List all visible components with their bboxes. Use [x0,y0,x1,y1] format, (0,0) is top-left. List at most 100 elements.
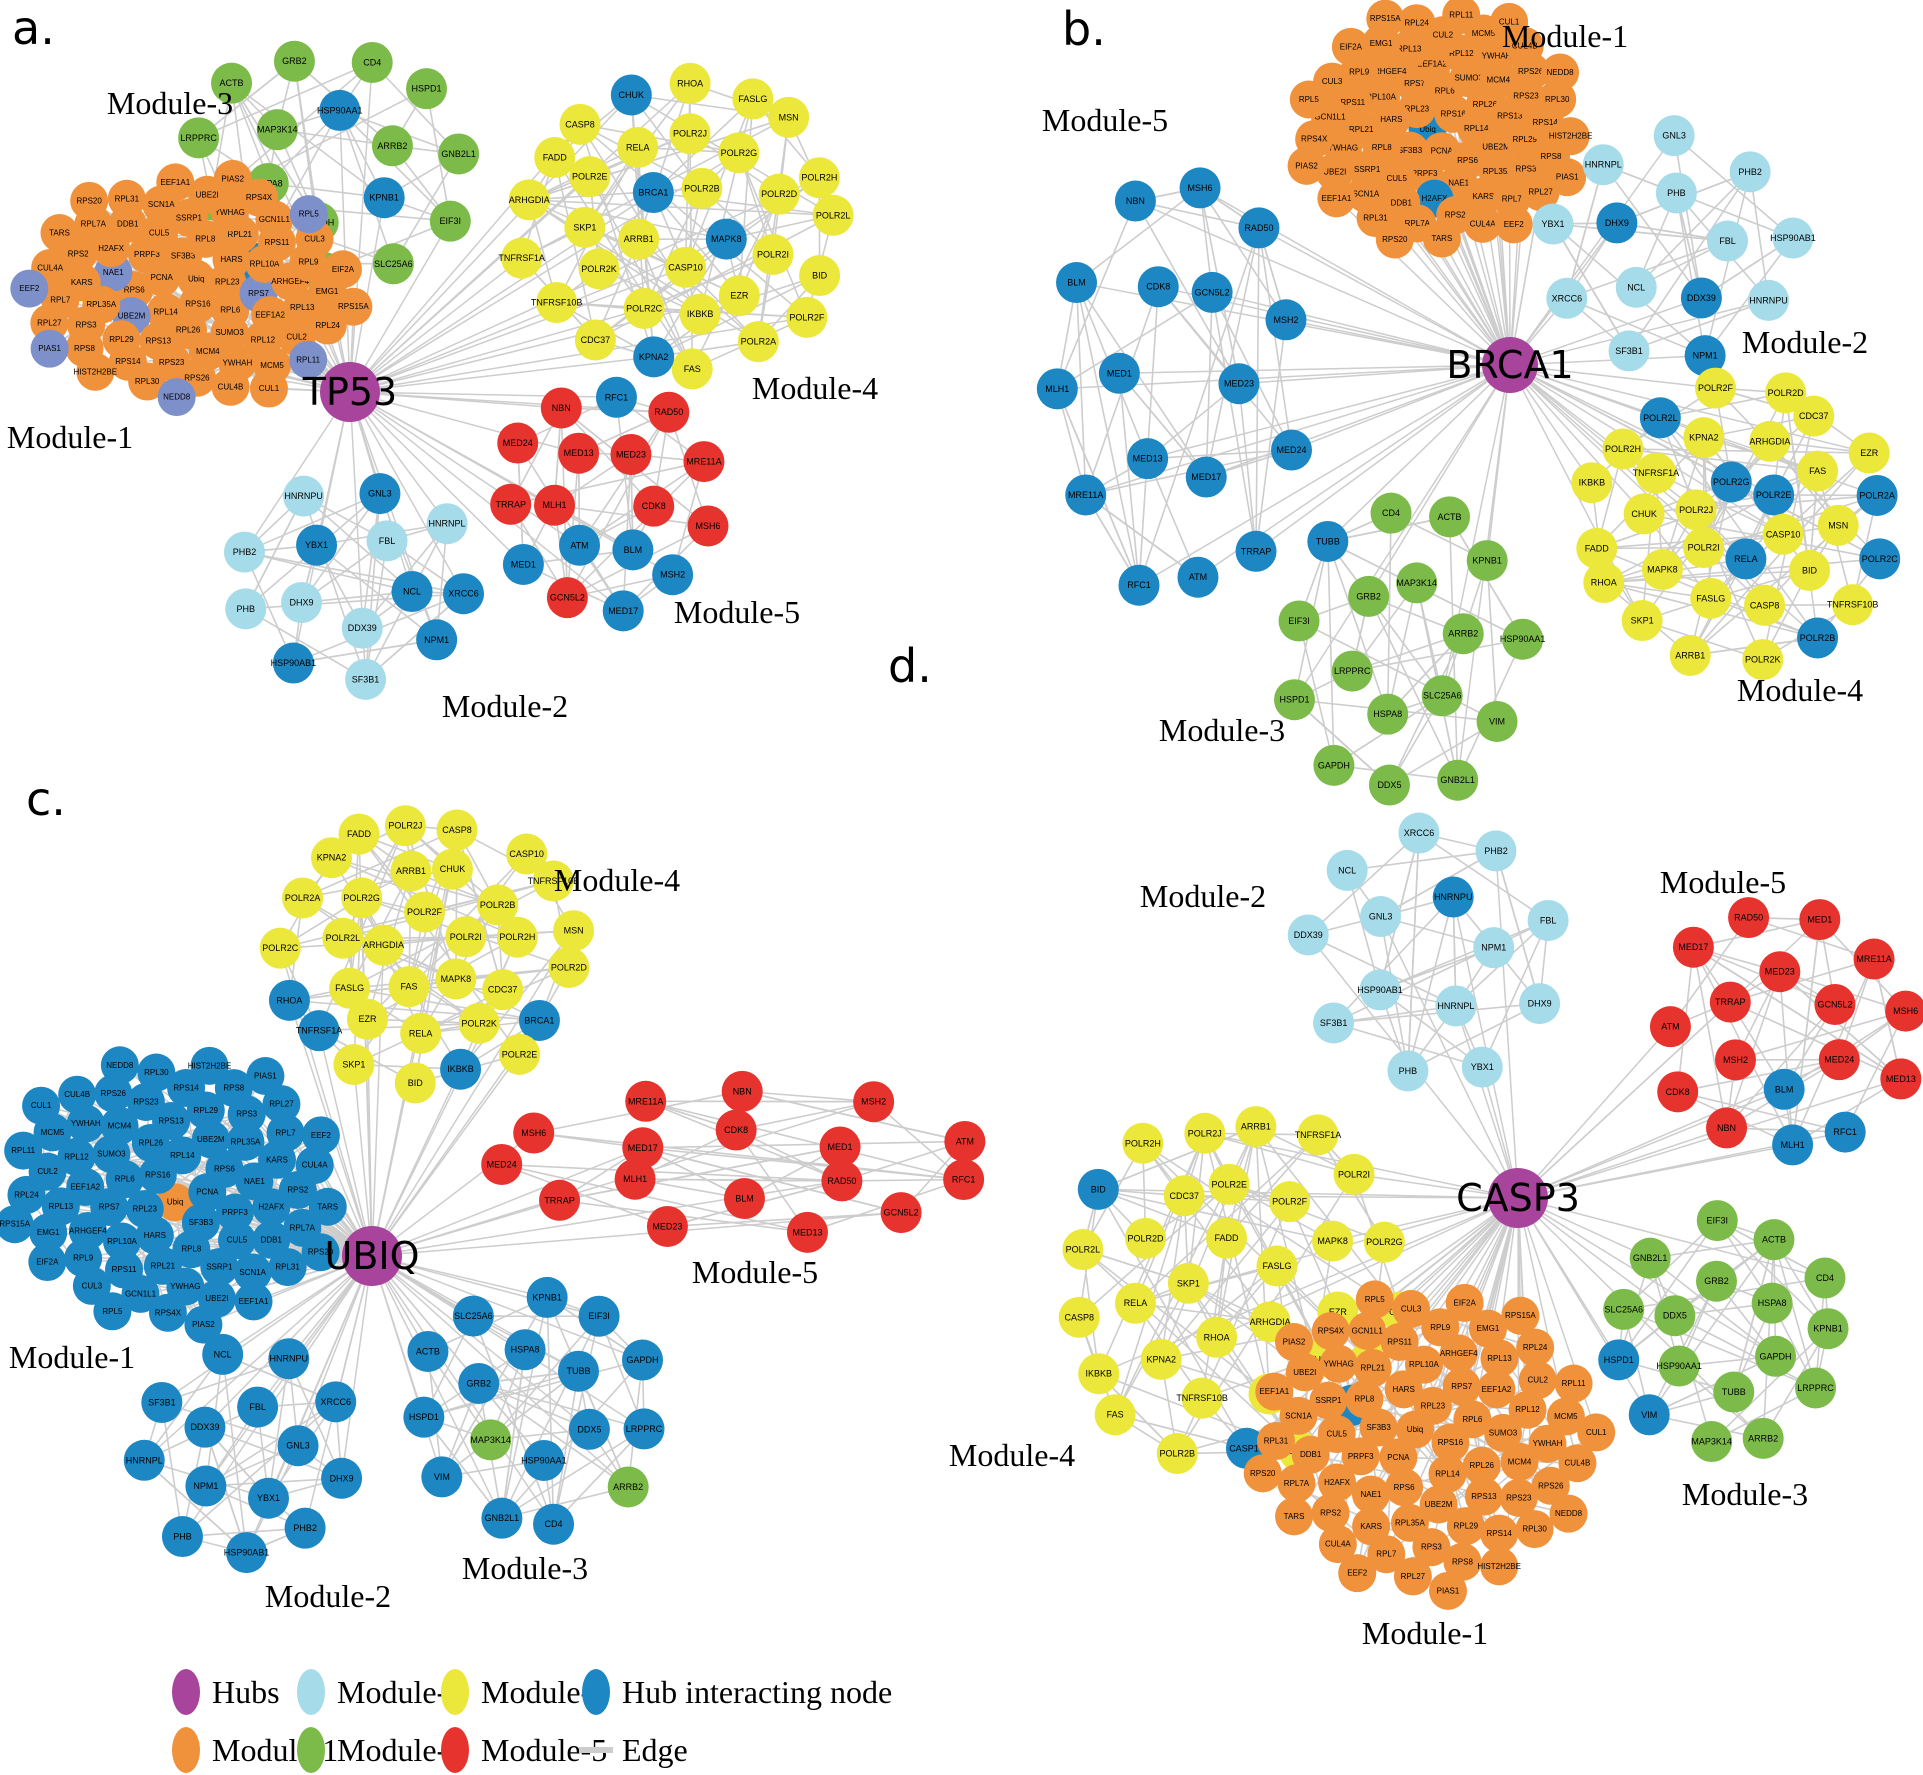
node-MED23[interactable] [1218,363,1260,405]
node-HNRNPL[interactable] [1582,144,1624,186]
node-KPNA2[interactable] [1140,1338,1182,1380]
node-CUL3[interactable] [1392,1289,1431,1328]
node-MED13[interactable] [786,1211,828,1253]
node-RELA[interactable] [400,1012,442,1054]
node-LRPPRC[interactable] [178,117,220,159]
node-DDX39[interactable] [1680,277,1722,319]
node-YBX1[interactable] [247,1477,289,1519]
node-POLR2D[interactable] [1125,1217,1167,1259]
node-FBL[interactable] [366,520,408,562]
node-POLR2E[interactable] [1753,474,1795,516]
node-NBN[interactable] [1706,1107,1748,1149]
node-EEF1A1[interactable] [156,163,195,202]
node-CUL4A[interactable] [295,1146,334,1185]
node-MLH1[interactable] [1036,368,1078,410]
node-EZR[interactable] [718,275,760,317]
node-BID[interactable] [1077,1168,1119,1210]
node-BLM[interactable] [612,529,654,571]
node-RPS4X[interactable] [148,1293,187,1332]
node-Ubiq[interactable] [156,1183,195,1222]
node-NEDD8[interactable] [1549,1494,1588,1533]
node-HSP90AB1[interactable] [225,1532,267,1574]
node-HNRNPU[interactable] [268,1338,310,1380]
node-CDK8[interactable] [1137,266,1179,308]
node-RPS6[interactable] [1385,1468,1424,1507]
node-GCN1L1[interactable] [1348,1311,1387,1350]
node-RPL14[interactable] [163,1136,202,1175]
node-FASLG[interactable] [1690,577,1732,619]
node-FASLG[interactable] [1256,1245,1298,1287]
node-MSN[interactable] [553,910,595,952]
node-TNFRSF1A[interactable] [1635,452,1677,494]
node-SCN1A[interactable] [233,1253,272,1292]
node-FBL[interactable] [237,1386,279,1428]
node-RPL5[interactable] [93,1292,132,1331]
node-EIF3I[interactable] [1696,1200,1738,1242]
node-RPL31[interactable] [268,1248,307,1287]
node-SLC25A6[interactable] [372,243,414,285]
node-YBX1[interactable] [1461,1046,1503,1088]
node-RPL5[interactable] [1289,80,1328,119]
node-HNRNPL[interactable] [123,1439,165,1481]
node-RPL27[interactable] [262,1085,301,1124]
node-PHB2[interactable] [1475,830,1517,872]
node-MAPK8[interactable] [435,958,477,1000]
node-RPL35A[interactable] [1390,1503,1429,1542]
node-MED24[interactable] [497,422,539,464]
node-HIST2H2BE[interactable] [1551,117,1590,156]
node-ACTB[interactable] [407,1330,449,1372]
node-UBE2M[interactable] [1419,1485,1458,1524]
node-POLR2C[interactable] [259,927,301,969]
node-SF3B1[interactable] [1313,1002,1355,1044]
node-RPS6[interactable] [205,1149,244,1188]
node-POLR2F[interactable] [1269,1181,1311,1223]
node-VIM[interactable] [1476,700,1518,742]
node-POLR2L[interactable] [812,194,854,236]
node-GCN5L2[interactable] [880,1192,922,1234]
node-NPM1[interactable] [1473,927,1515,969]
node-RELA[interactable] [1725,538,1767,580]
node-RPL10A[interactable] [1404,1345,1443,1384]
node-GCN5L2[interactable] [1191,271,1233,313]
node-SLC25A6[interactable] [452,1295,494,1337]
node-YWHAG[interactable] [1319,1344,1358,1383]
node-IKBKB[interactable] [679,293,721,335]
node-NPM1[interactable] [185,1465,227,1507]
node-SUMO3[interactable] [1484,1413,1523,1452]
node-MCM4[interactable] [100,1106,139,1145]
node-POLR2B[interactable] [1156,1433,1198,1475]
node-MED24[interactable] [481,1143,523,1185]
node-MED13[interactable] [1127,438,1169,480]
hub-BRCA1[interactable] [1482,337,1538,393]
node-BRCA1[interactable] [518,999,560,1041]
node-CASP8[interactable] [1744,584,1786,626]
node-FASLG[interactable] [329,967,371,1009]
node-MLH1[interactable] [534,484,576,526]
node-MSN[interactable] [768,96,810,138]
node-HSPA8[interactable] [1751,1282,1793,1324]
node-GNB2L1[interactable] [481,1497,523,1539]
node-TARS[interactable] [40,214,79,253]
node-RPL30[interactable] [1515,1510,1554,1549]
node-RPL31[interactable] [1256,1422,1295,1461]
node-FAS[interactable] [1094,1394,1136,1436]
node-ARRB1[interactable] [1235,1106,1277,1148]
node-TARS[interactable] [1422,219,1461,258]
node-HIST2H2BE[interactable] [76,352,115,391]
node-RPL5[interactable] [1355,1280,1394,1319]
node-MED17[interactable] [1185,456,1227,498]
node-MAPK8[interactable] [1641,548,1683,590]
node-HSPD1[interactable] [406,68,448,110]
hub-CASP3[interactable] [1488,1168,1548,1228]
node-CDC37[interactable] [482,969,524,1011]
node-CASP8[interactable] [436,809,478,851]
hub-TP53[interactable] [320,362,380,422]
node-RPS20[interactable] [70,181,109,220]
node-DHX9[interactable] [281,582,323,624]
node-RELA[interactable] [1114,1282,1156,1324]
node-POLR2G[interactable] [718,132,760,174]
node-SSRP1[interactable] [1309,1381,1348,1420]
node-RPL11[interactable] [1442,0,1481,35]
node-RPL11[interactable] [1554,1364,1593,1403]
node-GNB2L1[interactable] [1437,759,1479,801]
